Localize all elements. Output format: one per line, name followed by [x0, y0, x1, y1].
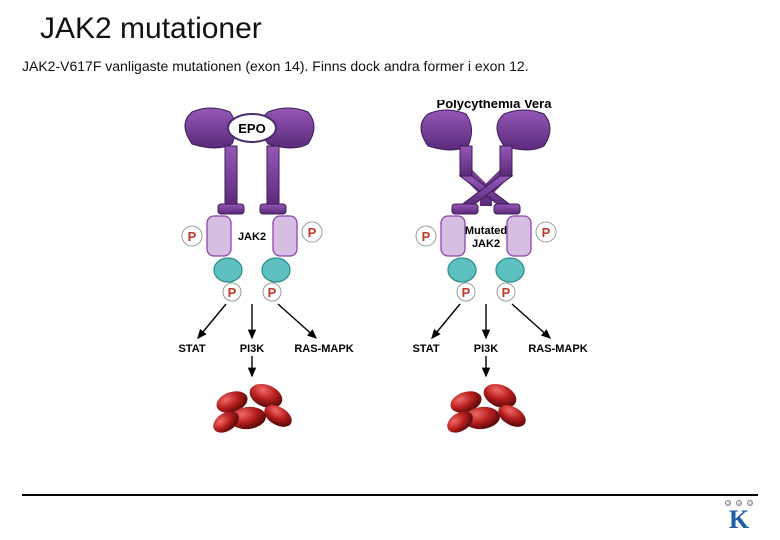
left-kinase-L [214, 258, 242, 282]
hospital-logo: K [722, 500, 756, 534]
svg-text:P: P [502, 285, 511, 300]
right-header: Polycythemia Vera [437, 100, 553, 111]
jak2-diagram: EPO JAK2 P P P P STAT PI3K RAS-MAPK Poly… [170, 100, 630, 460]
svg-text:P: P [228, 285, 237, 300]
page-subtitle: JAK2-V617F vanligaste mutationen (exon 1… [22, 58, 529, 74]
page-title: JAK2 mutationer [40, 12, 262, 46]
left-foot-L [218, 204, 244, 214]
left-target-rasmapk: RAS-MAPK [294, 343, 353, 355]
right-arrow-rasmapk [512, 304, 550, 338]
left-jak-label: JAK2 [238, 231, 266, 243]
right-jak-label-2: JAK2 [472, 238, 500, 250]
right-kinase-R [496, 258, 524, 282]
right-jak-L [441, 216, 465, 256]
left-jak-L [207, 216, 231, 256]
diagram-container: EPO JAK2 P P P P STAT PI3K RAS-MAPK Poly… [170, 100, 630, 460]
right-target-stat: STAT [412, 343, 439, 355]
right-receptor-extracell-R [497, 110, 550, 150]
svg-text:P: P [188, 229, 197, 244]
logo-letter: K [722, 508, 756, 531]
svg-text:P: P [542, 225, 551, 240]
right-kinase-L [448, 258, 476, 282]
right-jak-label-1: Mutated [465, 225, 507, 237]
right-target-rasmapk: RAS-MAPK [528, 343, 587, 355]
left-target-stat: STAT [178, 343, 205, 355]
right-receptor-extracell-L [421, 110, 472, 150]
right-target-pi3k: PI3K [474, 343, 499, 355]
right-jak-R [507, 216, 531, 256]
right-rbc-cluster [443, 379, 529, 437]
left-arrow-stat [198, 304, 226, 338]
svg-text:P: P [462, 285, 471, 300]
left-stalk-R [267, 146, 279, 206]
right-arrow-stat [432, 304, 460, 338]
left-target-pi3k: PI3K [240, 343, 265, 355]
left-rbc-cluster [209, 379, 295, 437]
svg-text:P: P [268, 285, 277, 300]
epo-label: EPO [238, 121, 265, 136]
svg-text:P: P [308, 225, 317, 240]
footer-divider [22, 494, 758, 496]
left-arrow-rasmapk [278, 304, 316, 338]
left-jak-R [273, 216, 297, 256]
left-stalk-L [225, 146, 237, 206]
left-foot-R [260, 204, 286, 214]
left-kinase-R [262, 258, 290, 282]
svg-text:P: P [422, 229, 431, 244]
